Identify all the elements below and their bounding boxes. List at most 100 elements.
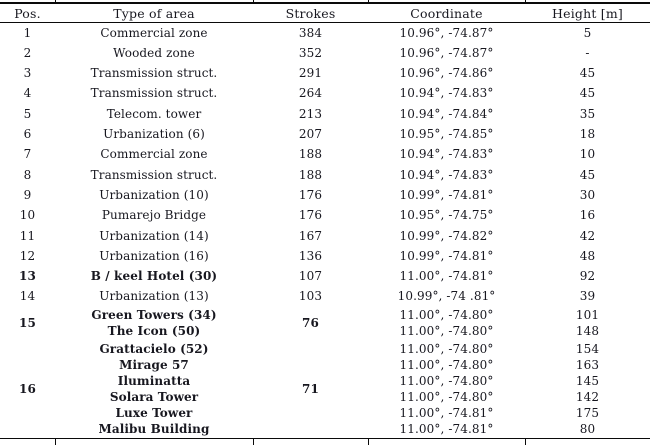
- cell-height-line: 175: [575, 405, 600, 420]
- cell-type: Transmission struct.: [55, 84, 253, 104]
- cell-type-line: Urbanization (13): [99, 289, 209, 304]
- cell-strokes: 167: [253, 226, 368, 246]
- table-row: 2 Wooded zone 352 10.96°, -74.87° -: [0, 43, 650, 63]
- cell-strokes-line: 103: [298, 289, 323, 304]
- table-row: 5 Telecom. tower 213 10.94°, -74.84° 35: [0, 104, 650, 124]
- cell-strokes: 176: [253, 185, 368, 205]
- table-row: 3 Transmission struct. 291 10.96°, -74.86° 4…: [0, 64, 650, 84]
- cell-height-line: 5: [583, 25, 592, 40]
- cell-coordinate: 10.99°, -74.81°: [368, 246, 525, 266]
- column-separator-tick: [253, 0, 254, 3]
- cell-strokes: 103: [253, 287, 368, 307]
- cell-coordinate-line: 11.00°, -74.80°: [399, 324, 494, 339]
- cell-coordinate: 11.00°, -74.80° 11.00°, -74.80° 11.00°, -7…: [368, 341, 525, 439]
- cell-coordinate-line: 11.00°, -74.80°: [399, 357, 494, 372]
- cell-strokes: 176: [253, 206, 368, 226]
- cell-height: 154 163 145 142 175 80: [525, 341, 650, 439]
- header-height: Height [m]: [525, 3, 650, 23]
- cell-type-line: Transmission struct.: [90, 167, 218, 182]
- cell-type: Urbanization (14): [55, 226, 253, 246]
- cell-coordinate: 10.96°, -74.86°: [368, 64, 525, 84]
- cell-pos-line: 11: [19, 228, 36, 243]
- cell-type-line: Urbanization (6): [103, 127, 205, 142]
- cell-height-line: 18: [579, 127, 596, 142]
- cell-height-line: 80: [579, 421, 596, 436]
- cell-type-line: Luxe Tower: [115, 405, 193, 420]
- table-row: 9 Urbanization (10) 176 10.99°, -74.81° 30: [0, 185, 650, 205]
- cell-height: 10: [525, 145, 650, 165]
- cell-type: Urbanization (16): [55, 246, 253, 266]
- cell-height: 45: [525, 64, 650, 84]
- cell-height-line: 42: [579, 228, 596, 243]
- cell-height-line: 48: [579, 248, 596, 263]
- cell-pos: 9: [0, 185, 55, 205]
- cell-height: 39: [525, 287, 650, 307]
- cell-height-line: 45: [579, 86, 596, 101]
- cell-strokes: 352: [253, 43, 368, 63]
- column-separator-tick: [368, 439, 369, 445]
- cell-pos: 14: [0, 287, 55, 307]
- cell-coordinate: 10.96°, -74.87°: [368, 23, 525, 44]
- cell-coordinate: 10.95°, -74.85°: [368, 124, 525, 144]
- column-separator-tick: [55, 0, 56, 3]
- cell-coordinate-line: 11.00°, -74.80°: [399, 389, 494, 404]
- cell-height-line: 45: [579, 167, 596, 182]
- cell-height: 45: [525, 84, 650, 104]
- cell-height: -: [525, 43, 650, 63]
- cell-strokes: 188: [253, 165, 368, 185]
- cell-coordinate: 10.99°, -74.82°: [368, 226, 525, 246]
- table-row: 6 Urbanization (6) 207 10.95°, -74.85° 18: [0, 124, 650, 144]
- cell-type: Wooded zone: [55, 43, 253, 63]
- cell-pos: 16: [0, 341, 55, 439]
- cell-strokes: 136: [253, 246, 368, 266]
- cell-height: 42: [525, 226, 650, 246]
- cell-coordinate-line: 10.96°, -74.86°: [399, 66, 494, 81]
- cell-coordinate: 10.99°, -74.81°: [368, 185, 525, 205]
- table-body: 1 Commercial zone 384 10.96°, -74.87° 5 2 Wood…: [0, 23, 650, 439]
- cell-pos-line: 13: [19, 269, 36, 284]
- cell-coordinate-line: 11.00°, -74.80°: [399, 373, 494, 388]
- cell-coordinate-line: 10.96°, -74.87°: [399, 45, 494, 60]
- cell-pos-line: 7: [23, 147, 32, 162]
- cell-type-line: Commercial zone: [100, 25, 208, 40]
- cell-strokes-line: 384: [298, 25, 323, 40]
- cell-strokes: 107: [253, 267, 368, 287]
- cell-coordinate-line: 11.00°, -74.80°: [399, 341, 494, 356]
- cell-coordinate: 11.00°, -74.80° 11.00°, -74.80°: [368, 307, 525, 341]
- cell-coordinate: 10.94°, -74.84°: [368, 104, 525, 124]
- cell-type: Commercial zone: [55, 23, 253, 44]
- column-separator-tick: [525, 0, 526, 3]
- cell-height-line: 148: [575, 324, 600, 339]
- cell-pos: 3: [0, 64, 55, 84]
- cell-pos: 11: [0, 226, 55, 246]
- column-separator-tick: [368, 0, 369, 3]
- cell-strokes-line: 188: [298, 167, 323, 182]
- cell-height-line: 10: [579, 147, 596, 162]
- cell-height: 35: [525, 104, 650, 124]
- cell-pos-line: 2: [23, 45, 32, 60]
- cell-pos-line: 10: [19, 208, 36, 223]
- cell-height-line: 142: [575, 389, 600, 404]
- cell-coordinate-line: 10.96°, -74.87°: [399, 25, 494, 40]
- cell-strokes: 188: [253, 145, 368, 165]
- cell-coordinate: 10.94°, -74.83°: [368, 165, 525, 185]
- cell-strokes-line: 71: [302, 381, 319, 396]
- cell-coordinate-line: 10.94°, -74.83°: [399, 86, 494, 101]
- cell-type: Urbanization (13): [55, 287, 253, 307]
- cell-height-line: 163: [575, 357, 600, 372]
- cell-height: 48: [525, 246, 650, 266]
- header-coordinate: Coordinate: [368, 3, 525, 23]
- cell-height-line: 39: [579, 289, 596, 304]
- table-row: 4 Transmission struct. 264 10.94°, -74.83° 4…: [0, 84, 650, 104]
- cell-type: Green Towers (34) The Icon (50): [55, 307, 253, 341]
- header-type: Type of area: [55, 3, 253, 23]
- cell-coordinate-line: 10.95°, -74.85°: [399, 127, 494, 142]
- cell-height: 92: [525, 267, 650, 287]
- cell-coordinate: 10.96°, -74.87°: [368, 43, 525, 63]
- cell-height-line: -: [585, 45, 590, 60]
- cell-strokes-line: 136: [298, 248, 323, 263]
- cell-pos-line: 4: [23, 86, 32, 101]
- cell-strokes: 207: [253, 124, 368, 144]
